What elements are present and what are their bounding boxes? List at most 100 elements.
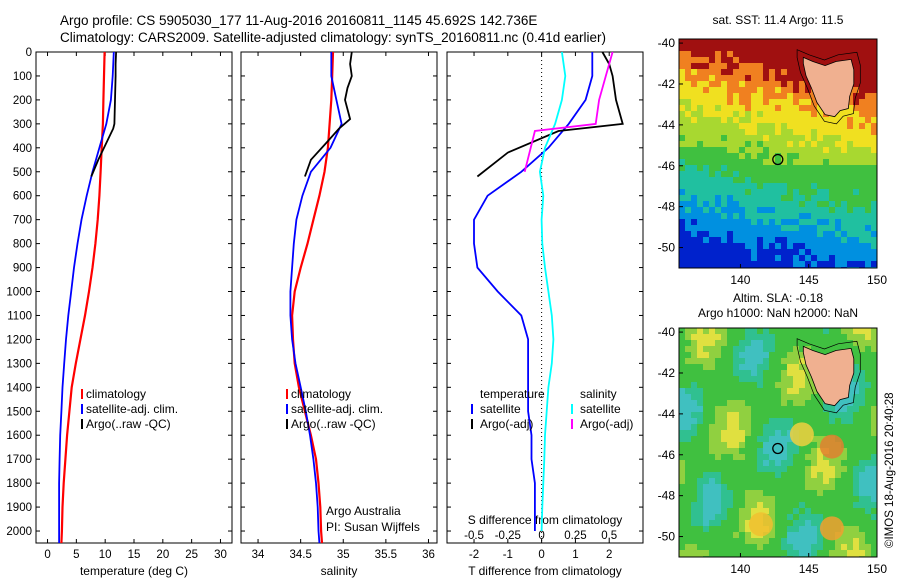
x-tick-label: 15 bbox=[128, 549, 141, 561]
x-tick-label: -2 bbox=[469, 549, 479, 561]
x-tick-label: 0 bbox=[538, 549, 544, 561]
series-line-argo-raw-qc- bbox=[304, 51, 353, 177]
map-title: Altim. SLA: -0.18 bbox=[733, 291, 823, 305]
sla-anomaly bbox=[819, 434, 844, 459]
y-tick-label: 1000 bbox=[6, 287, 32, 299]
map-frame bbox=[678, 327, 878, 558]
map-field bbox=[679, 39, 877, 268]
plot-frame bbox=[240, 51, 438, 544]
legend-label: satellite bbox=[580, 402, 621, 416]
y-tick-label: 600 bbox=[13, 191, 32, 203]
y-tick-label: -50 bbox=[658, 241, 676, 255]
x-top-tick-label: 0.25 bbox=[564, 530, 586, 542]
sla-anomaly bbox=[748, 512, 773, 537]
x-tick-label: 36 bbox=[422, 549, 435, 561]
y-tick-label: 1200 bbox=[6, 334, 32, 346]
y-tick-label: -42 bbox=[658, 366, 676, 380]
y-tick-label: -48 bbox=[658, 489, 676, 503]
tasmania-land bbox=[802, 345, 855, 407]
x-tick-label: 0 bbox=[44, 549, 50, 561]
y-tick-label: 800 bbox=[13, 239, 32, 251]
x-tick-label: 34.5 bbox=[289, 549, 311, 561]
x-top-tick-label: -0.25 bbox=[495, 530, 521, 542]
plot-frame bbox=[446, 51, 644, 544]
series-line-satellite bbox=[473, 52, 594, 531]
panel-sla-map: 140 145 150 -40 -42 -44 -46 -48 -50 Altim. SLA: -… bbox=[658, 291, 888, 576]
argo-position-marker bbox=[772, 153, 784, 166]
y-tick-label: 1800 bbox=[6, 478, 32, 490]
y-tick-label: -40 bbox=[658, 325, 676, 339]
y-tick-label: 1300 bbox=[6, 358, 32, 370]
y-tick-label: 1600 bbox=[6, 430, 32, 442]
y-tick-label: 1900 bbox=[6, 502, 32, 514]
series-line-argo-adj- bbox=[523, 51, 614, 173]
sla-anomaly bbox=[789, 422, 814, 447]
y-tick-label: -46 bbox=[658, 159, 676, 173]
x-tick-label: 25 bbox=[185, 549, 198, 561]
series-line-argo-raw-qc- bbox=[90, 51, 117, 177]
map-title: sat. SST: 11.4 Argo: 11.5 bbox=[713, 13, 844, 27]
annotation-pi: PI: Susan Wijffels bbox=[326, 520, 420, 534]
y-tick-label: 1100 bbox=[7, 310, 32, 322]
y-tick-label: 400 bbox=[13, 143, 32, 155]
map-field bbox=[679, 328, 877, 557]
y-tick-label: 1700 bbox=[6, 454, 32, 466]
sla-anomaly bbox=[819, 516, 844, 541]
series-line-satellite bbox=[538, 51, 567, 532]
x-tick-label: 150 bbox=[867, 562, 887, 576]
y-tick-label: 2000 bbox=[6, 526, 32, 538]
figure-title-line1: Argo profile: CS 5905030_177 11-Aug-2016… bbox=[60, 13, 538, 28]
x-axis-label: salinity bbox=[321, 564, 358, 578]
x-tick-label: 34 bbox=[252, 549, 265, 561]
y-tick-label: 300 bbox=[13, 119, 32, 131]
x-axis-label: temperature (deg C) bbox=[80, 564, 188, 578]
y-tick-label: 1500 bbox=[6, 406, 32, 418]
x-tick-label: 20 bbox=[156, 549, 169, 561]
series-line-satellite-adj-clim- bbox=[58, 51, 115, 543]
legend-header: salinity bbox=[580, 387, 617, 401]
panel-sst-map: 140 145 150 -40 -42 -44 -46 -48 -50 sat. SST: 11.… bbox=[658, 13, 888, 287]
map-subtitle: Argo h1000: NaN h2000: NaN bbox=[698, 306, 858, 320]
series-line-climatology bbox=[60, 51, 106, 544]
x-tick-label: 150 bbox=[867, 273, 887, 287]
y-tick-label: 900 bbox=[13, 263, 32, 275]
legend-header: temperature bbox=[480, 387, 545, 401]
y-tick-label: 200 bbox=[13, 95, 32, 107]
y-tick-label: -44 bbox=[658, 407, 676, 421]
x-tick-label: 1 bbox=[572, 549, 578, 561]
panel-temperature: 0100200300400500600700800900100011001200… bbox=[6, 47, 233, 578]
legend-label: satellite-adj. clim. bbox=[291, 402, 383, 416]
shelf-contour bbox=[796, 49, 861, 125]
y-tick-label: 1400 bbox=[6, 382, 32, 394]
x-tick-label: 30 bbox=[214, 549, 227, 561]
credit-label: ©IMOS 18-Aug-2016 20:40:28 bbox=[884, 392, 896, 548]
y-tick-label: 500 bbox=[13, 167, 32, 179]
x-tick-label: 145 bbox=[799, 562, 819, 576]
annotation-institution: Argo Australia bbox=[326, 504, 401, 518]
series-line-climatology bbox=[290, 51, 335, 544]
figure-title-line2: Climatology: CARS2009. Satellite-adjuste… bbox=[60, 30, 607, 45]
x-tick-label: 35 bbox=[337, 549, 350, 561]
map-frame bbox=[678, 38, 878, 269]
panel-differences: -2 -1 0 1 2 T difference from climatology -0.5… bbox=[446, 51, 644, 578]
legend-label: Argo(..raw -QC) bbox=[86, 417, 171, 431]
x-top-tick-label: 0.5 bbox=[601, 530, 617, 542]
legend-label: Argo(..raw -QC) bbox=[291, 417, 376, 431]
x-top-axis-label: S difference from climatology bbox=[468, 513, 623, 527]
argo-position-marker bbox=[772, 442, 784, 455]
tasmania-land bbox=[802, 56, 855, 118]
series-line-argo-adj- bbox=[476, 51, 624, 178]
y-tick-label: -42 bbox=[658, 77, 676, 91]
legend-label: satellite-adj. clim. bbox=[86, 402, 178, 416]
legend-label: climatology bbox=[291, 387, 351, 401]
shelf-contour bbox=[796, 338, 861, 414]
legend-label: satellite bbox=[480, 402, 521, 416]
x-top-tick-label: -0.5 bbox=[464, 530, 484, 542]
y-tick-label: -48 bbox=[658, 200, 676, 214]
x-tick-label: 145 bbox=[799, 273, 819, 287]
x-tick-label: -1 bbox=[503, 549, 513, 561]
x-tick-label: 2 bbox=[606, 549, 612, 561]
x-tick-label: 140 bbox=[730, 273, 750, 287]
x-tick-label: 5 bbox=[73, 549, 79, 561]
